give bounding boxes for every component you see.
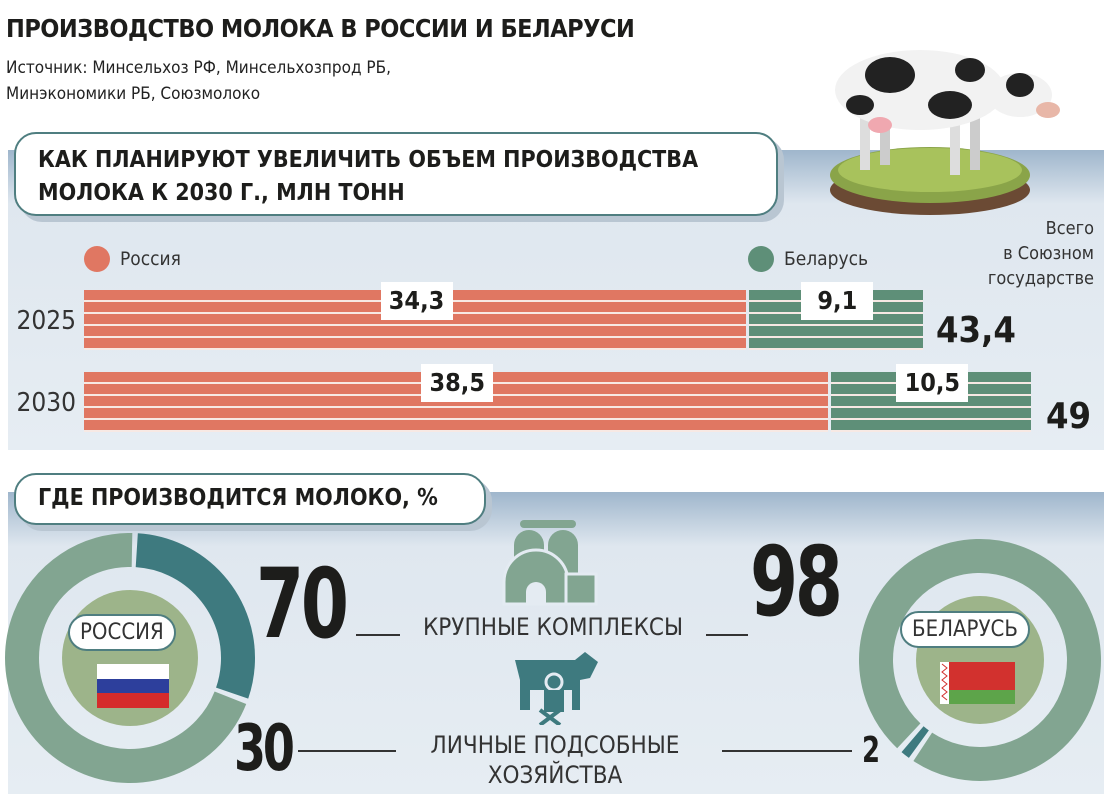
connector-line bbox=[298, 750, 396, 752]
category-large-farms: КРУПНЫЕ КОМПЛЕКСЫ bbox=[422, 613, 684, 641]
year-label: 2025 bbox=[16, 306, 76, 336]
bar-value-label: 9,1 bbox=[801, 282, 874, 320]
category-line: ХОЗЯЙСТВА bbox=[487, 761, 623, 789]
title-line: КАК ПЛАНИРУЮТ УВЕЛИЧИТЬ ОБЪЕМ ПРОИЗВОДСТ… bbox=[38, 147, 699, 173]
totals-header-line: в Союзном bbox=[1003, 243, 1094, 264]
totals-header-line: Всего bbox=[1045, 218, 1094, 239]
bar-value-label: 10,5 bbox=[896, 364, 969, 402]
donut-chart-title: ГДЕ ПРОИЗВОДИТСЯ МОЛОКО, % bbox=[14, 473, 486, 525]
belarus-large-value: 98 bbox=[750, 526, 843, 638]
title-line: МОЛОКА К 2030 Г., МЛН ТОНН bbox=[38, 180, 405, 206]
totals-header: Всего в Союзном государстве bbox=[988, 216, 1094, 291]
totals-header-line: государстве bbox=[987, 268, 1094, 289]
category-households: ЛИЧНЫЕ ПОДСОБНЫЕ ХОЗЯЙСТВА bbox=[390, 730, 720, 790]
source-line: Минэкономики РБ, Союзмолоко bbox=[6, 84, 261, 104]
legend-belarus: Беларусь bbox=[748, 246, 868, 272]
connector-line bbox=[706, 634, 748, 636]
russia-label: РОССИЯ bbox=[68, 614, 176, 651]
year-label: 2030 bbox=[16, 388, 76, 418]
legend-swatch bbox=[748, 246, 774, 272]
russia-flag bbox=[97, 664, 169, 708]
cow-illustration bbox=[830, 50, 1060, 215]
belarus-label: БЕЛАРУСЬ bbox=[900, 611, 1030, 648]
connector-line bbox=[356, 634, 400, 636]
total-2025: 43,4 bbox=[936, 310, 1016, 351]
total-2030: 49 bbox=[1046, 396, 1092, 437]
donut-segment-households bbox=[5, 533, 255, 783]
page-title: ПРОИЗВОДСТВО МОЛОКА В РОССИИ И БЕЛАРУСИ bbox=[6, 14, 635, 43]
dairy-complex-icon bbox=[502, 520, 598, 606]
category-line: ЛИЧНЫЕ ПОДСОБНЫЕ bbox=[430, 731, 680, 759]
russia-large-value: 70 bbox=[256, 548, 349, 660]
source-line: Источник: Минсельхоз РФ, Минсельхозпрод … bbox=[6, 58, 391, 78]
russia-small-value: 30 bbox=[234, 712, 295, 786]
donut-segment-large-farms bbox=[5, 533, 255, 783]
milking-cow-icon bbox=[515, 652, 598, 725]
belarus-flag bbox=[940, 662, 1015, 704]
connector-line bbox=[722, 750, 852, 752]
legend-swatch bbox=[84, 246, 110, 272]
legend-label: Беларусь bbox=[784, 248, 869, 270]
legend-label: Россия bbox=[120, 248, 181, 270]
bar-chart-title: КАК ПЛАНИРУЮТ УВЕЛИЧИТЬ ОБЪЕМ ПРОИЗВОДСТ… bbox=[14, 132, 778, 216]
belarus-small-value: 2 bbox=[862, 730, 880, 771]
bar-value-label: 34,3 bbox=[380, 282, 453, 320]
bar-value-label: 38,5 bbox=[421, 364, 494, 402]
legend-russia: Россия bbox=[84, 246, 181, 272]
